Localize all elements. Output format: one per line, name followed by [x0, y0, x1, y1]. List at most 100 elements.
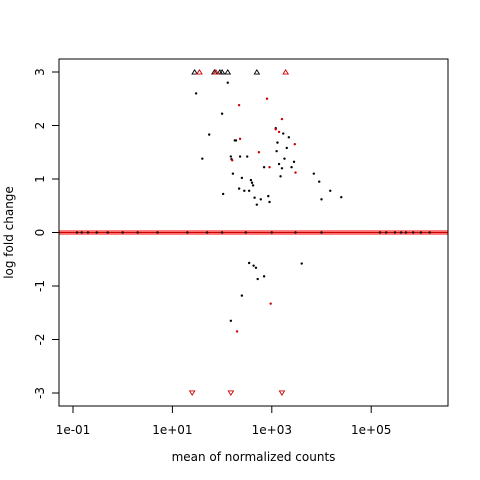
capped-point-marker: [278, 390, 286, 396]
data-point: [300, 262, 303, 265]
y-tick-label: 2: [33, 122, 47, 130]
data-point: [247, 189, 251, 192]
capped-point-marker: [212, 69, 220, 75]
data-point: [318, 180, 321, 183]
data-point: [384, 231, 388, 234]
data-point: [270, 231, 273, 234]
data-point: [285, 146, 288, 150]
data-point: [340, 195, 343, 199]
data-point: [257, 151, 261, 154]
data-point: [229, 155, 233, 158]
capped-point-marker: [253, 69, 261, 75]
capped-point-marker: [218, 69, 226, 75]
data-point: [404, 231, 408, 234]
data-point: [277, 162, 281, 166]
data-point: [419, 231, 423, 234]
data-point: [247, 261, 251, 265]
data-point: [268, 200, 271, 204]
data-point: [275, 149, 278, 153]
data-point: [283, 157, 286, 160]
data-point: [238, 137, 242, 141]
data-point: [250, 181, 254, 184]
x-tick-label: 1e+03: [252, 423, 292, 437]
data-point: [186, 231, 189, 234]
data-point: [234, 139, 238, 142]
data-point: [86, 231, 90, 234]
y-tick-label: 1: [33, 175, 47, 183]
data-point: [293, 143, 296, 146]
data-point: [294, 231, 297, 234]
data-point: [312, 172, 316, 175]
data-point: [274, 128, 277, 131]
capped-point-marker: [196, 69, 203, 75]
y-axis: -3 -2 -1 0 1 2 3: [33, 68, 60, 399]
capped-point-marker: [188, 390, 196, 396]
data-point: [287, 136, 291, 139]
data-point: [240, 176, 244, 180]
data-point: [238, 155, 242, 158]
capped-point-marker: [282, 69, 290, 75]
data-point: [80, 231, 83, 234]
data-point: [237, 187, 241, 190]
x-tick-label: 1e-01: [56, 423, 91, 437]
data-point: [226, 81, 229, 84]
x-axis: 1e-01 1e+01 1e+03 1e+05: [56, 405, 391, 437]
data-point: [280, 167, 284, 170]
data-point: [294, 171, 297, 174]
y-tick-label: -3: [33, 387, 47, 399]
data-point: [265, 97, 269, 100]
data-point: [256, 277, 259, 281]
y-axis-title: log fold change: [2, 186, 16, 279]
data-point: [240, 294, 244, 297]
data-point: [207, 133, 211, 136]
data-point: [205, 231, 209, 234]
data-point: [254, 266, 258, 270]
data-point: [320, 231, 323, 234]
data-point: [267, 194, 270, 198]
data-point: [231, 172, 235, 175]
data-point: [329, 189, 332, 192]
x-tick-label: 1e+05: [351, 423, 391, 437]
y-tick-label: -2: [33, 334, 47, 346]
data-point: [156, 231, 159, 234]
x-tick-label: 1e+01: [152, 423, 192, 437]
data-point: [393, 231, 397, 234]
data-point: [320, 198, 323, 201]
data-point: [268, 166, 271, 169]
data-point: [194, 92, 198, 95]
data-point: [243, 189, 246, 192]
data-point: [259, 198, 262, 201]
capped-point-marker: [227, 390, 235, 396]
data-point: [136, 231, 139, 234]
data-point: [280, 117, 284, 121]
data-point: [251, 184, 255, 187]
data-point: [292, 160, 296, 164]
data-point: [237, 103, 241, 107]
data-point: [229, 319, 233, 322]
data-point: [249, 178, 253, 182]
data-point: [290, 166, 293, 169]
data-point: [220, 231, 224, 234]
data-point: [253, 196, 256, 199]
data-point: [244, 231, 248, 234]
data-point: [399, 231, 403, 234]
y-tick-label: -1: [33, 280, 47, 292]
data-point: [412, 231, 415, 234]
data-point: [252, 264, 255, 267]
data-point: [279, 175, 282, 178]
data-point: [246, 155, 249, 158]
data-point: [378, 231, 382, 234]
x-axis-title: mean of normalized counts: [172, 450, 336, 464]
data-point: [276, 141, 279, 144]
y-tick-label: 3: [33, 68, 47, 76]
data-point: [262, 275, 266, 278]
data-point: [106, 231, 109, 234]
data-point: [221, 192, 225, 196]
data-point: [282, 132, 285, 135]
data-point: [262, 166, 266, 169]
y-tick-label: 0: [33, 229, 47, 237]
data-point: [428, 231, 431, 234]
data-point: [269, 302, 272, 305]
data-point: [231, 159, 234, 162]
